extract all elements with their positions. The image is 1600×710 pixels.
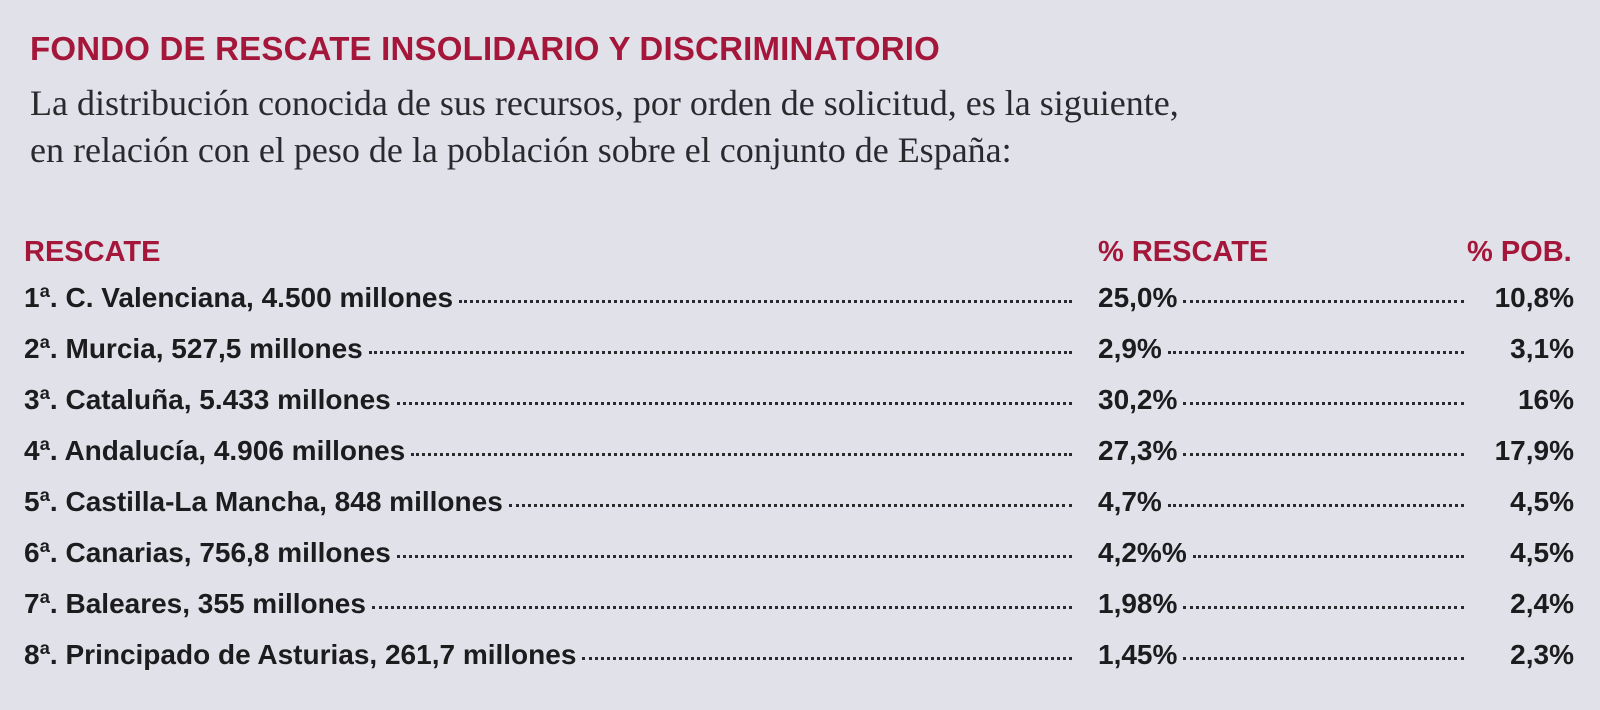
intro-text: La distribución conocida de sus recursos… [30,80,1430,174]
table-row: 1ª. C. Valenciana, 4.500 millones 25,0% … [24,282,1584,333]
row-pct-pob: 17,9% [1494,435,1574,466]
dot-leader [1183,606,1464,609]
row-label: 2ª. Murcia, 527,5 millones [24,333,363,364]
row-pct-pob: 2,3% [1510,639,1574,670]
page-title: FONDO DE RESCATE INSOLIDARIO Y DISCRIMIN… [30,30,941,67]
table-row: 6ª. Canarias, 756,8 millones 4,2%% 4,5% [24,537,1584,588]
dot-leader [371,606,1072,609]
row-pct-pob: 10,8% [1494,282,1574,313]
row-pct-pob: 4,5% [1510,486,1574,517]
row-pct-rescate: 30,2% [1098,384,1178,415]
row-pct-rescate: 4,2%% [1098,537,1187,568]
column-header-rescate: RESCATE [24,236,161,268]
table-row: 2ª. Murcia, 527,5 millones 2,9% 3,1% [24,333,1584,384]
table-row: 8ª. Principado de Asturias, 261,7 millon… [24,639,1584,690]
row-label: 7ª. Baleares, 355 millones [24,588,366,619]
table-row: 3ª. Cataluña, 5.433 millones 30,2% 16% [24,384,1584,435]
dot-leader [582,657,1072,660]
dot-leader [1192,555,1464,558]
dot-leader [459,300,1072,303]
row-pct-pob: 16% [1517,384,1574,415]
dot-leader [1183,300,1464,303]
dot-leader [1183,453,1464,456]
table-row: 4ª. Andalucía, 4.906 millones 27,3% 17,9… [24,435,1584,486]
row-pct-rescate: 4,7% [1098,486,1162,517]
row-label: 6ª. Canarias, 756,8 millones [24,537,391,568]
row-pct-rescate: 27,3% [1098,435,1178,466]
dot-leader [1167,351,1464,354]
dot-leader [396,402,1072,405]
dot-leader [1183,402,1464,405]
row-label: 1ª. C. Valenciana, 4.500 millones [24,282,454,313]
row-pct-rescate: 2,9% [1098,333,1162,364]
row-pct-pob: 3,1% [1510,333,1574,364]
row-label: 4ª. Andalucía, 4.906 millones [24,435,406,466]
row-pct-pob: 2,4% [1510,588,1574,619]
row-pct-rescate: 1,45% [1098,639,1178,670]
column-header-pct-pob: % POB. [1467,236,1572,268]
dot-leader [411,453,1072,456]
row-label: 5ª. Castilla-La Mancha, 848 millones [24,486,503,517]
dot-leader [1183,657,1464,660]
row-label: 3ª. Cataluña, 5.433 millones [24,384,391,415]
row-label: 8ª. Principado de Asturias, 261,7 millon… [24,639,577,670]
dot-leader [508,504,1072,507]
dot-leader [396,555,1072,558]
row-pct-rescate: 25,0% [1098,282,1178,313]
row-pct-rescate: 1,98% [1098,588,1178,619]
row-pct-pob: 4,5% [1510,537,1574,568]
intro-line-1: La distribución conocida de sus recursos… [30,83,1179,123]
intro-line-2: en relación con el peso de la población … [30,130,1012,170]
rescue-table: 1ª. C. Valenciana, 4.500 millones 25,0% … [24,282,1584,690]
column-header-pct-rescate: % RESCATE [1098,236,1269,268]
dot-leader [1167,504,1464,507]
table-row: 7ª. Baleares, 355 millones 1,98% 2,4% [24,588,1584,639]
table-row: 5ª. Castilla-La Mancha, 848 millones 4,7… [24,486,1584,537]
dot-leader [368,351,1072,354]
